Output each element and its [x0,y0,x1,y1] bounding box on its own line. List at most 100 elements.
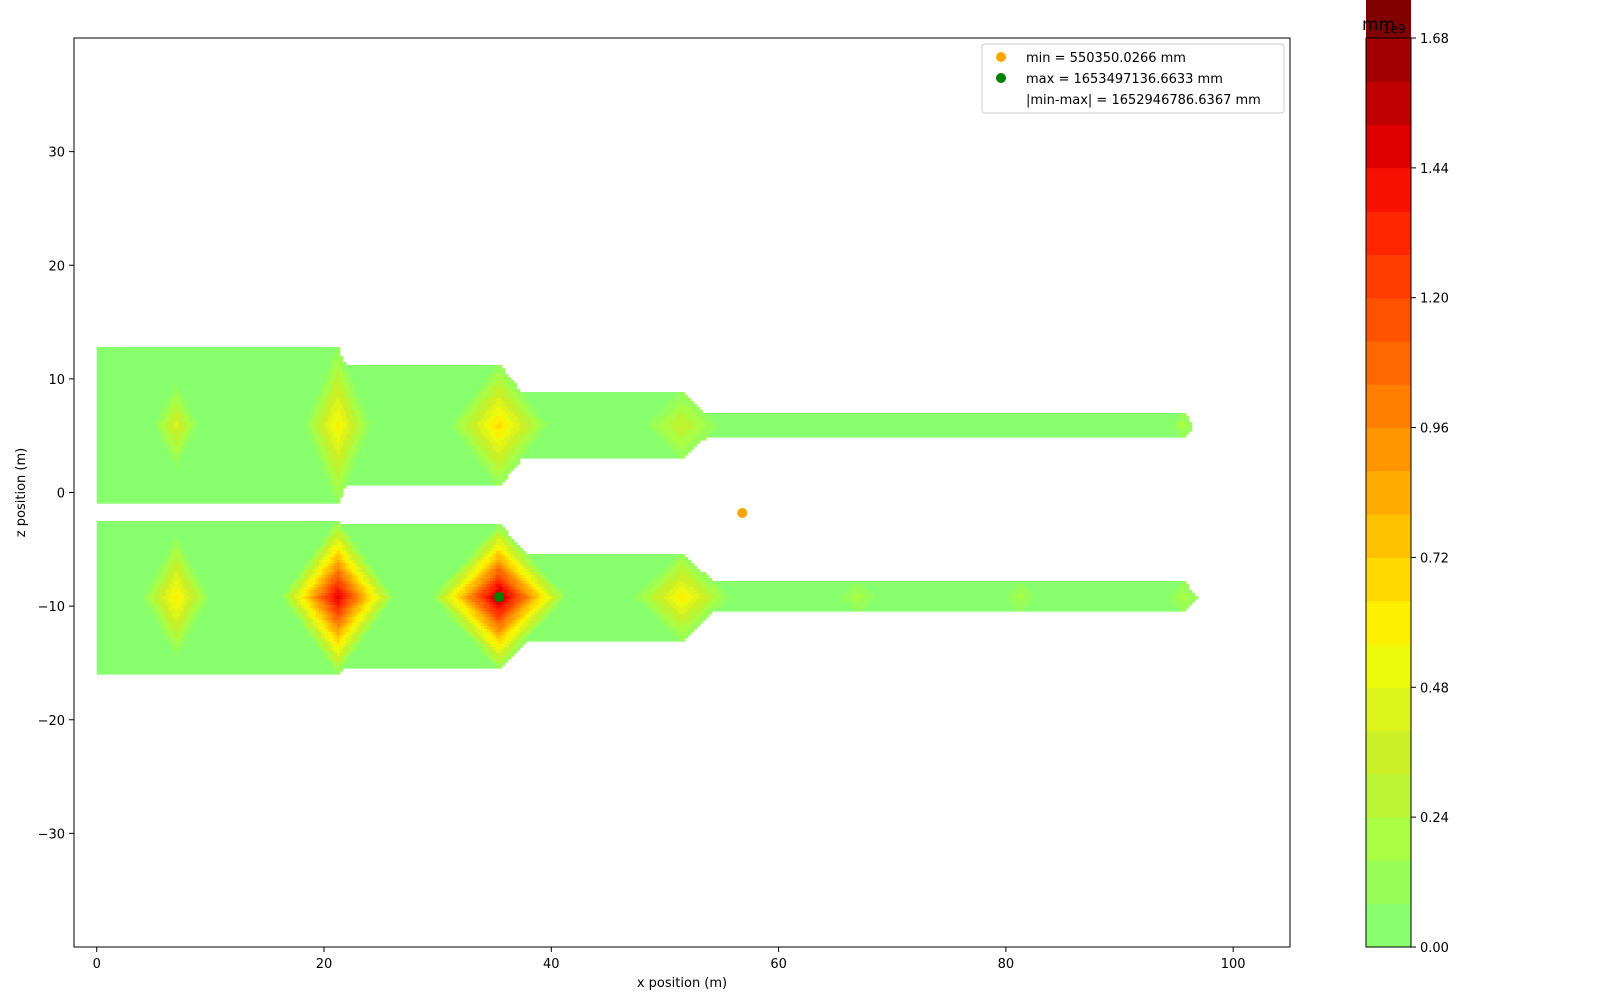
contour-cell [354,623,359,627]
contour-cell [687,608,695,612]
contour-cell [453,584,458,588]
contour-cell [159,617,167,621]
contour-cell [489,422,500,426]
contour-cell [528,623,533,627]
contour-cell [666,443,677,447]
contour-cell [312,440,317,444]
contour-cell [336,371,341,375]
contour-cell [480,551,485,555]
contour-cell [465,605,470,609]
colorbar-band [1366,211,1411,255]
contour-cell [486,599,491,603]
contour-cell [1179,608,1187,612]
contour-cell [96,398,170,402]
contour-cell [183,431,191,435]
contour-cell [525,404,533,408]
contour-cell [327,551,332,555]
contour-cell [315,560,320,564]
contour-cell [96,362,332,366]
contour-cell [177,602,182,606]
contour-cell [468,626,476,630]
contour-cell [147,590,152,594]
contour-cell [327,659,332,663]
contour-cell [453,590,458,594]
contour-cell [342,383,350,387]
contour-cell [165,437,173,441]
contour-cell [336,386,341,390]
contour-cell [168,419,173,423]
contour-cell [327,380,335,384]
contour-cell [501,416,509,420]
contour-cell [363,629,368,633]
contour-cell [522,587,530,591]
contour-cell [663,575,671,579]
contour-cell [516,602,521,606]
contour-cell [684,605,692,609]
contour-cell [849,587,866,591]
contour-cell [177,650,323,654]
contour-cell [339,599,344,603]
contour-cell [306,623,311,627]
contour-cell [378,587,383,591]
contour-cell [330,638,335,642]
contour-cell [354,608,362,612]
contour-cell [315,422,323,426]
contour-cell [483,638,488,642]
contour-cell [465,626,470,630]
contour-cell [342,563,347,567]
contour-cell [540,623,665,627]
contour-cell [531,593,539,597]
contour-cell [516,647,521,651]
contour-cell [522,635,527,639]
contour-cell [288,590,293,594]
contour-cell [306,596,311,600]
contour-cell [360,437,365,441]
contour-cell [510,464,518,468]
contour-cell [678,611,686,615]
contour-cell [489,431,497,435]
contour-cell [315,557,320,561]
contour-cell [168,584,176,588]
contour-cell [378,584,383,588]
contour-cell [498,476,503,480]
contour-cell [510,401,518,405]
contour-cell [339,587,344,591]
contour-cell [96,371,329,375]
contour-cell [318,560,323,564]
contour-cell [447,602,452,606]
colorbar-band [1366,860,1411,905]
contour-cell [372,623,458,627]
contour-cell [1176,419,1190,423]
contour-cell [366,557,467,561]
contour-cell [345,557,350,561]
contour-cell [327,560,332,564]
contour-cell [507,413,515,417]
contour-cell [300,620,305,624]
contour-cell [540,590,545,594]
contour-cell [321,467,329,471]
contour-cell [357,647,479,651]
contour-cell [540,593,545,597]
contour-cell [168,617,176,621]
contour-cell [336,488,341,492]
contour-cell [513,572,518,576]
contour-cell [294,593,302,597]
contour-cell [543,599,548,603]
contour-cell [498,443,503,447]
colorbar-ticks: 0.000.240.480.720.961.201.441.68 [1411,32,1449,956]
contour-cell [306,629,311,633]
contour-cell [537,623,542,627]
contour-cell [324,434,332,438]
contour-cell [672,560,680,564]
contour-cell [174,599,179,603]
contour-cell [492,419,506,423]
contour-cell [522,563,527,567]
contour-cell [174,389,179,393]
contour-cell [342,416,347,420]
contour-cell [180,554,188,558]
contour-cell [492,656,500,660]
contour-cell [171,395,176,399]
contour-cell [486,602,491,606]
contour-cell [519,629,524,633]
contour-cell [684,413,698,417]
